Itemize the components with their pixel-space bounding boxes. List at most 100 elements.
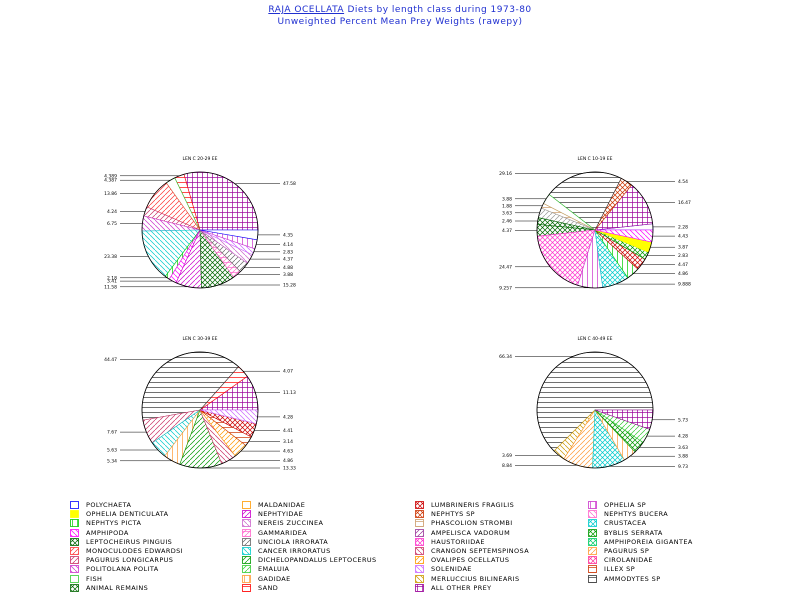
legend-swatch (415, 519, 424, 528)
slice-value-label: 2.83 (678, 253, 688, 259)
slice-value-label: 2.18 (107, 275, 117, 281)
slice-value-label: 4.47 (678, 262, 688, 268)
legend-label: GADIDAE (258, 574, 291, 583)
legend-swatch (415, 556, 424, 565)
pie-chart-4: LEN C 40-49 EE 66.34 3.69 8.84 9.73 3.88 3.63 4… (499, 336, 688, 470)
slice-value-label: 4.28 (678, 434, 688, 440)
legend-label: MERLUCCIUS BILINEARIS (431, 574, 520, 583)
legend-label: PAGURUS SP (604, 547, 650, 555)
legend-swatch (242, 574, 251, 583)
slice-value-label: 3.88 (283, 272, 293, 278)
legend-label: NEPHTYS BUCERA (604, 510, 669, 519)
legend-swatch (242, 519, 251, 528)
slice-value-label: 15.28 (283, 283, 296, 289)
legend-swatch (588, 556, 597, 565)
legend-label: NEREIS ZUCCINEA (258, 519, 324, 528)
legend-swatch (70, 547, 79, 555)
slice-value-label: 4.41 (283, 428, 293, 434)
chart-subtitle: Unweighted Percent Mean Prey Weights (ra… (277, 17, 523, 27)
slice-value-label: 4.63 (283, 449, 293, 455)
legend-label: NEPHTYS PICTA (86, 519, 142, 528)
slice-value-label: 3.14 (283, 439, 293, 445)
legend-swatch (242, 501, 251, 509)
pie-label: LEN C 10-19 EE (578, 156, 613, 162)
legend-label: OPHELIA DENTICULATA (86, 510, 169, 519)
slice-value-label: 2.83 (283, 249, 293, 255)
legend-label: BYBLIS SERRATA (604, 528, 663, 537)
legend-label: UNCIOLA IRRORATA (258, 537, 329, 546)
legend-swatch (70, 528, 79, 537)
slice-value-label: 6.75 (107, 221, 117, 227)
slice-value-label: 2.46 (502, 218, 512, 224)
slice-value-label: 3.87 (678, 245, 688, 251)
legend-label: HAUSTORIIDAE (431, 537, 485, 546)
pie-chart-2: LEN C 10-19 EE 2.28 16.47 4.54 29.16 3.881.88… (499, 156, 691, 291)
legend-label: ANIMAL REMAINS (86, 583, 149, 592)
slice-value-label: 9.73 (678, 464, 688, 470)
legend-swatch (415, 547, 424, 555)
legend-label: GAMMARIDEA (258, 528, 308, 537)
legend-label: SAND (258, 583, 279, 592)
legend-label: AMPHIPOREIA GIGANTEA (604, 537, 693, 546)
legend-swatch (242, 510, 251, 519)
legend-label: MALDANIDAE (258, 501, 306, 509)
legend-label: CIROLANIDAE (604, 556, 653, 565)
slice-value-label: 2.28 (678, 224, 688, 230)
pie-outline (141, 171, 259, 289)
legend-swatch (242, 537, 251, 546)
slice-value-label: 13.33 (283, 465, 296, 471)
legend-swatch (70, 537, 79, 546)
slice-value-label: 11.13 (283, 390, 296, 396)
slice-value-label: 9.888 (678, 282, 691, 288)
slice-value-label: 3.88 (678, 454, 688, 460)
slice-value-label: 4.86 (283, 458, 293, 464)
pie-outline (536, 351, 654, 469)
slice-value-label: 66.34 (499, 354, 512, 360)
legend-swatch (415, 510, 424, 519)
slice-value-label: 1.88 (502, 203, 512, 209)
slice-value-label: 3.41 (107, 279, 117, 285)
legend-label: EMALUIA (258, 565, 290, 574)
slice-value-label: 4.07 (283, 369, 293, 375)
legend-label: AMMODYTES SP (604, 574, 661, 583)
slice-value-label: 5.63 (107, 447, 117, 453)
legend-label: SOLENIDAE (431, 565, 472, 574)
legend-swatch (242, 528, 251, 537)
legend-label: PHASCOLION STROMBI (431, 519, 513, 528)
legend-swatch (588, 574, 597, 583)
slice-value-label: 4.86 (678, 271, 688, 277)
slice-value-label: 13.86 (104, 191, 117, 197)
pie-outline (141, 351, 259, 469)
slice-value-label: 4.54 (678, 179, 688, 185)
legend-label: ILLEX SP (604, 565, 636, 574)
slice-value-label: 47.58 (283, 181, 296, 187)
legend-label: CRANGON SEPTEMSPINOSA (431, 547, 530, 555)
legend-label: OVALIPES OCELLATUS (431, 556, 510, 565)
legend-label: LEPTOCHEIRUS PINGUIS (86, 537, 173, 546)
pie-label: LEN C 20-29 EE (183, 156, 218, 162)
legend-label: CANCER IRRORATUS (258, 547, 331, 555)
slice-value-label: 4.43 (678, 234, 688, 240)
legend-label: DICHELOPANDALUS LEPTOCERUS (258, 556, 377, 565)
legend-label: FISH (86, 574, 103, 583)
slice-value-label: 3.63 (502, 210, 512, 216)
legend-swatch (588, 510, 597, 519)
legend-swatch (588, 547, 597, 555)
legend-label: ALL OTHER PREY (431, 583, 492, 592)
slice-value-label: 4.37 (283, 257, 293, 263)
legend: POLYCHAETA OPHELIA DENTICULATA NEPHTYS PIC… (70, 500, 770, 600)
slice-value-label: 29.16 (499, 171, 512, 177)
slice-value-label: 4.28 (283, 414, 293, 420)
legend-label: OPHELIA SP (604, 501, 647, 509)
slice-value-label: 7.67 (107, 430, 117, 436)
slice-value-label: 4.14 (283, 242, 293, 248)
legend-swatch (70, 583, 79, 592)
legend-swatch (588, 528, 597, 537)
legend-swatch (588, 519, 597, 528)
legend-swatch (415, 583, 424, 592)
legend-label: AMPELISCA VADORUM (431, 528, 511, 537)
legend-swatch (242, 556, 251, 565)
legend-swatch (588, 537, 597, 546)
title-species: RAJA OCELLATA (268, 5, 345, 15)
